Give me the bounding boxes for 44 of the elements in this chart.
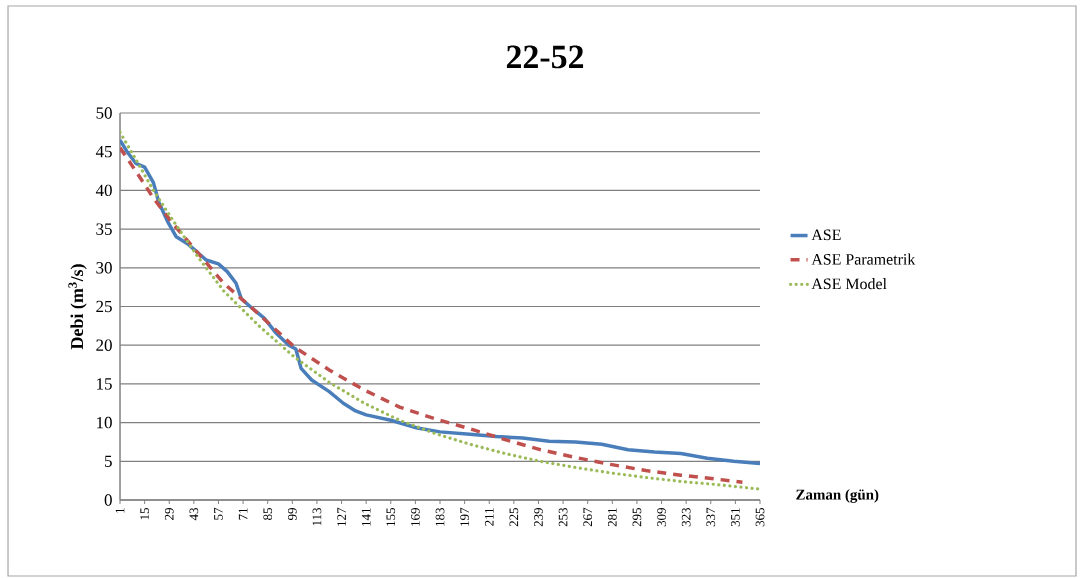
chart-title: 22-52 bbox=[506, 45, 584, 69]
x-tick-label: 197 bbox=[460, 507, 469, 526]
x-tick-label: 71 bbox=[238, 508, 248, 520]
x-tick-label: 57 bbox=[214, 507, 223, 520]
x-tick-label: 337 bbox=[706, 507, 716, 527]
x-tick-label: 43 bbox=[189, 508, 199, 521]
x-tick-label: 183 bbox=[435, 508, 445, 526]
y-tick-label: 10 bbox=[97, 416, 112, 429]
x-tick-label: 267 bbox=[583, 507, 593, 527]
y-tick-label: 45 bbox=[95, 146, 112, 158]
x-tick-label: 295 bbox=[632, 508, 642, 527]
x-tick-label: 365 bbox=[755, 508, 765, 527]
x-tick-label: 281 bbox=[607, 508, 617, 527]
y-tick-label: 5 bbox=[105, 455, 112, 467]
x-tick-label: 113 bbox=[312, 508, 322, 526]
x-tick-label: 99 bbox=[287, 508, 297, 521]
x-tick-label: 239 bbox=[534, 508, 543, 527]
x-tick-label: 253 bbox=[558, 508, 568, 527]
y-tick-label: 50 bbox=[96, 107, 112, 119]
x-tick-label: 29 bbox=[164, 508, 174, 520]
x-tick-label: 141 bbox=[361, 508, 371, 526]
legend-label: ASE Model bbox=[811, 278, 887, 290]
x-tick-label: 127 bbox=[337, 507, 346, 526]
x-tick-label: 225 bbox=[509, 508, 519, 527]
y-tick-label: 25 bbox=[96, 300, 112, 313]
y-axis-title: Debi (m$^{3}$/s) bbox=[68, 264, 87, 350]
legend-label: ASE bbox=[811, 229, 841, 241]
x-tick-label: 323 bbox=[681, 508, 691, 527]
x-tick-label: 15 bbox=[140, 508, 149, 520]
x-tick-label: 309 bbox=[657, 508, 666, 527]
y-tick-label: 20 bbox=[96, 339, 112, 351]
x-tick-label: 1 bbox=[115, 508, 125, 513]
y-tick-label: 40 bbox=[95, 184, 112, 197]
x-tick-label: 169 bbox=[411, 508, 420, 526]
x-tick-label: 85 bbox=[263, 508, 273, 520]
x-tick-label: 155 bbox=[386, 508, 396, 526]
x-axis-title: Zaman (gün) bbox=[796, 489, 879, 503]
y-tick-label: 30 bbox=[96, 262, 112, 274]
y-tick-label: 15 bbox=[97, 378, 112, 390]
x-tick-label: 211 bbox=[484, 508, 494, 526]
legend-label: ASE Parametrik bbox=[811, 253, 916, 265]
y-tick-label: 0 bbox=[104, 494, 112, 506]
y-tick-label: 35 bbox=[96, 223, 112, 235]
x-tick-label: 351 bbox=[731, 508, 740, 527]
